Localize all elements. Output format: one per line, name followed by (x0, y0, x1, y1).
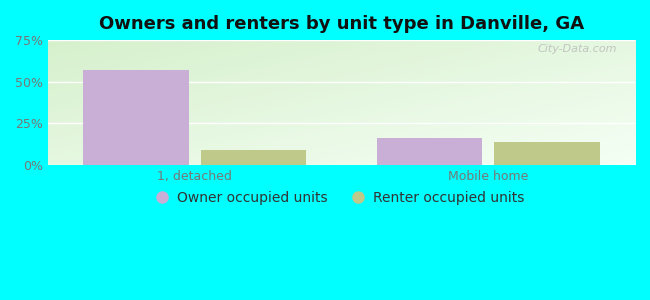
Bar (494, 142, 600, 165)
Bar (376, 138, 482, 165)
Text: City-Data.com: City-Data.com (538, 44, 617, 54)
Legend: Owner occupied units, Renter occupied units: Owner occupied units, Renter occupied un… (153, 185, 530, 210)
Bar (200, 150, 306, 165)
Title: Owners and renters by unit type in Danville, GA: Owners and renters by unit type in Danvi… (99, 15, 584, 33)
Bar (83, 70, 188, 165)
